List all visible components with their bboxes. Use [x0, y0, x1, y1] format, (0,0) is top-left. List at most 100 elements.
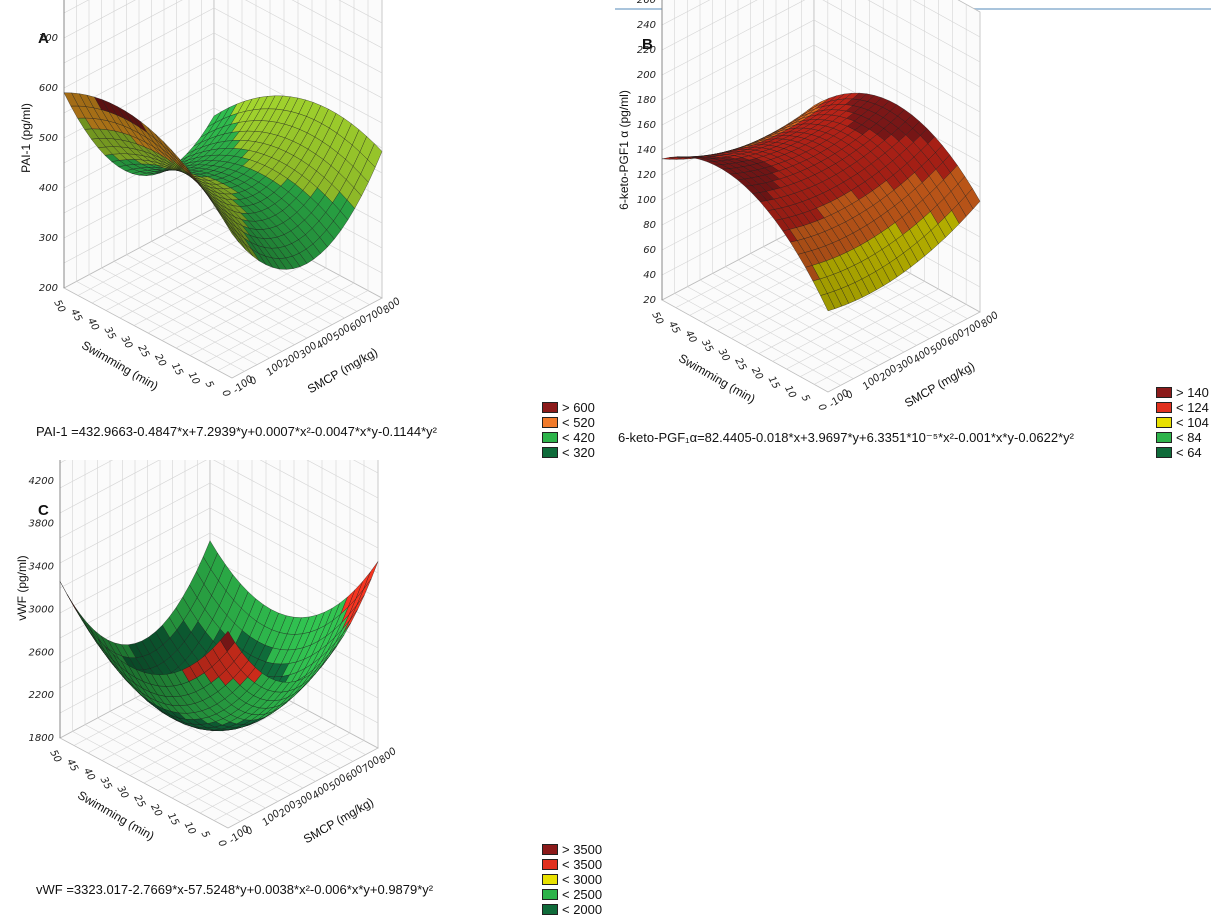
x-tick-label: 0: [248, 375, 260, 388]
z-tick-label: 100: [637, 195, 656, 206]
x-axis-title: SMCP (mg/kg): [305, 345, 380, 396]
legend-swatch: [542, 432, 558, 443]
legend-swatch: [542, 859, 558, 870]
panel-b-surface-plot: -100010020030040050060070080005101520253…: [617, 0, 1001, 413]
x-axis-title: SMCP (mg/kg): [301, 795, 376, 846]
z-tick-label: 4200: [29, 476, 54, 487]
z-tick-label: 3400: [29, 562, 54, 573]
z-tick-label: 600: [39, 83, 58, 94]
z-tick-label: 3800: [29, 519, 54, 530]
y-tick-label: 35: [102, 325, 118, 341]
legend-swatch: [542, 417, 558, 428]
legend-entry: < 420: [542, 430, 595, 445]
z-tick-label: 120: [637, 170, 656, 181]
legend-label: < 3000: [562, 872, 603, 887]
y-tick-label: 20: [152, 352, 168, 368]
panel-b-letter: B: [642, 36, 653, 53]
y-tick-label: 20: [148, 802, 164, 818]
legend-label: > 3500: [562, 842, 603, 857]
legend-swatch: [1156, 387, 1172, 398]
z-tick-label: 60: [643, 245, 656, 256]
legend-label: < 2500: [562, 887, 603, 902]
x-tick-label: 800: [377, 746, 399, 766]
legend-entry: > 600: [542, 400, 595, 415]
y-tick-label: 5: [203, 379, 216, 390]
legend-swatch: [1156, 417, 1172, 428]
legend-label: < 84: [1176, 430, 1202, 445]
legend-entry: < 2000: [542, 902, 602, 917]
y-tick-label: 0: [219, 388, 232, 399]
y-tick-label: 50: [649, 310, 665, 326]
panel-a: A -100 0 100 200 300 400 500 600 700 800 0 5 10 15 20 2…: [0, 0, 610, 460]
panel-b-equation: 6-keto-PGF₁α=82.4405-0.018*x+3.9697*y+6.…: [618, 430, 1074, 445]
panel-c-equation: vWF =3323.017-2.7669*x-57.5248*y+0.0038*…: [36, 882, 434, 897]
z-tick-label: 1800: [29, 733, 54, 744]
panel-a-legend: > 600 < 520 < 420 < 320: [542, 400, 595, 460]
x-tick-label: 0: [844, 389, 856, 402]
y-tick-label: 5: [799, 393, 812, 404]
legend-swatch: [1156, 432, 1172, 443]
z-tick-label: 140: [637, 145, 656, 156]
z-tick-label: 300: [39, 233, 58, 244]
legend-swatch: [542, 889, 558, 900]
x-tick-label: 800: [979, 310, 1001, 330]
legend-entry: > 3500: [542, 842, 602, 857]
y-tick-label: 30: [716, 347, 732, 363]
panel-a-letter: A: [38, 30, 49, 47]
legend-entry: < 64: [1156, 445, 1209, 460]
y-tick-label: 45: [666, 319, 682, 335]
legend-label: < 520: [562, 415, 595, 430]
y-tick-label: 40: [81, 766, 97, 782]
legend-swatch: [542, 874, 558, 885]
legend-label: > 600: [562, 400, 595, 415]
legend-label: < 64: [1176, 445, 1202, 460]
y-tick-label: 5: [199, 829, 212, 840]
z-tick-label: 240: [637, 20, 656, 31]
z-tick-label: 3000: [29, 604, 54, 615]
legend-swatch: [542, 447, 558, 458]
panel-c-surface: [59, 540, 379, 732]
z-tick-label: 400: [39, 183, 58, 194]
legend-label: < 104: [1176, 415, 1209, 430]
z-axis-title: PAI-1 (pg/ml): [19, 103, 33, 173]
y-tick-label: 45: [68, 307, 84, 323]
y-tick-label: 30: [119, 334, 135, 350]
z-tick-label: 2200: [29, 690, 54, 701]
y-tick-label: 15: [169, 361, 185, 377]
legend-label: > 140: [1176, 385, 1209, 400]
x-tick-label: 800: [381, 296, 403, 316]
y-tick-label: 25: [732, 356, 748, 372]
legend-entry: < 84: [1156, 430, 1209, 445]
legend-swatch: [1156, 402, 1172, 413]
y-tick-label: 40: [683, 329, 699, 345]
z-tick-label: 2600: [29, 647, 54, 658]
panel-b-legend: > 140 < 124 < 104 < 84 < 64: [1156, 385, 1209, 460]
z-tick-label: 80: [643, 220, 656, 231]
panel-a-surface: [63, 92, 383, 270]
z-axis-title: 6-keto-PGF1 α (pg/ml): [617, 90, 631, 210]
y-tick-label: 45: [64, 757, 80, 773]
z-tick-label: 500: [39, 133, 58, 144]
z-axis-title: vWF (pg/ml): [15, 555, 29, 620]
y-tick-label: 50: [47, 748, 63, 764]
z-tick-label: 180: [637, 95, 656, 106]
panel-b: B -100 0 100 200 300 400 500 600 700 800 0 5 10 15 20 2…: [610, 0, 1211, 460]
legend-label: < 2000: [562, 902, 603, 917]
legend-entry: < 3000: [542, 872, 602, 887]
y-tick-label: 40: [85, 316, 101, 332]
z-tick-label: 700: [39, 33, 58, 44]
legend-entry: < 104: [1156, 415, 1209, 430]
legend-swatch: [542, 844, 558, 855]
z-tick-label: 200: [637, 70, 656, 81]
y-axis-title: Swimming (min): [75, 788, 156, 843]
y-tick-label: 15: [766, 375, 782, 391]
panel-b-tick-labels: -100010020030040050060070080005101520253…: [637, 0, 1001, 413]
x-tick-label: 0: [244, 825, 256, 838]
legend-label: < 420: [562, 430, 595, 445]
y-tick-label: 25: [131, 793, 147, 809]
y-tick-label: 25: [135, 343, 151, 359]
y-tick-label: 20: [749, 365, 765, 381]
z-tick-label: 160: [637, 120, 656, 131]
legend-entry: < 520: [542, 415, 595, 430]
z-tick-label: 40: [643, 270, 656, 281]
